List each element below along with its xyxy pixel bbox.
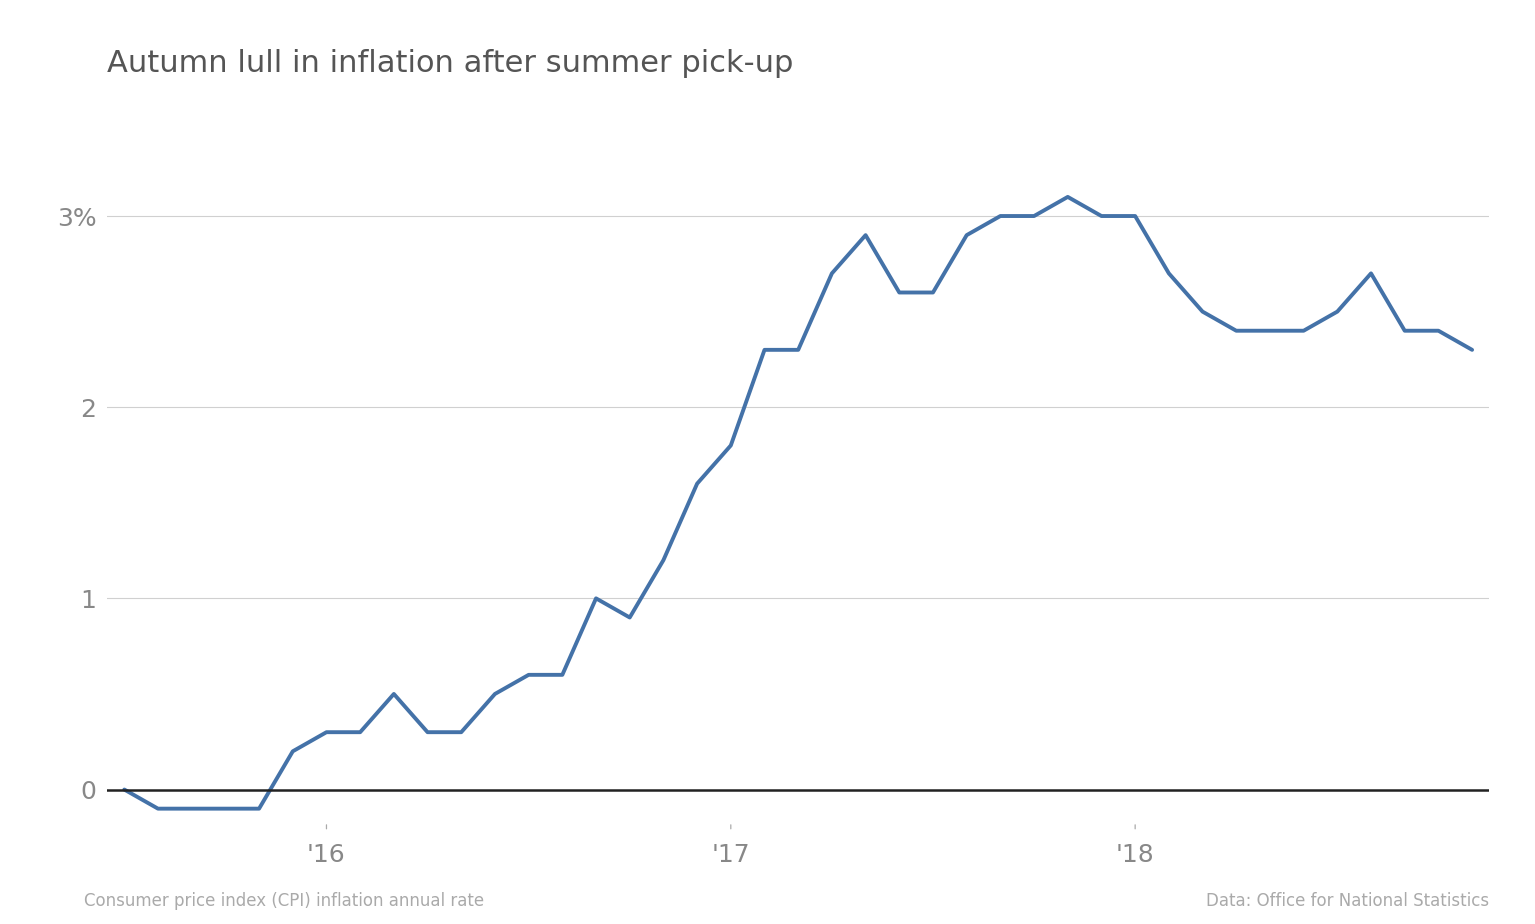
Text: Data: Office for National Statistics: Data: Office for National Statistics (1207, 893, 1489, 910)
Text: Autumn lull in inflation after summer pick-up: Autumn lull in inflation after summer pi… (107, 49, 794, 78)
Text: Consumer price index (CPI) inflation annual rate: Consumer price index (CPI) inflation ann… (84, 893, 485, 910)
